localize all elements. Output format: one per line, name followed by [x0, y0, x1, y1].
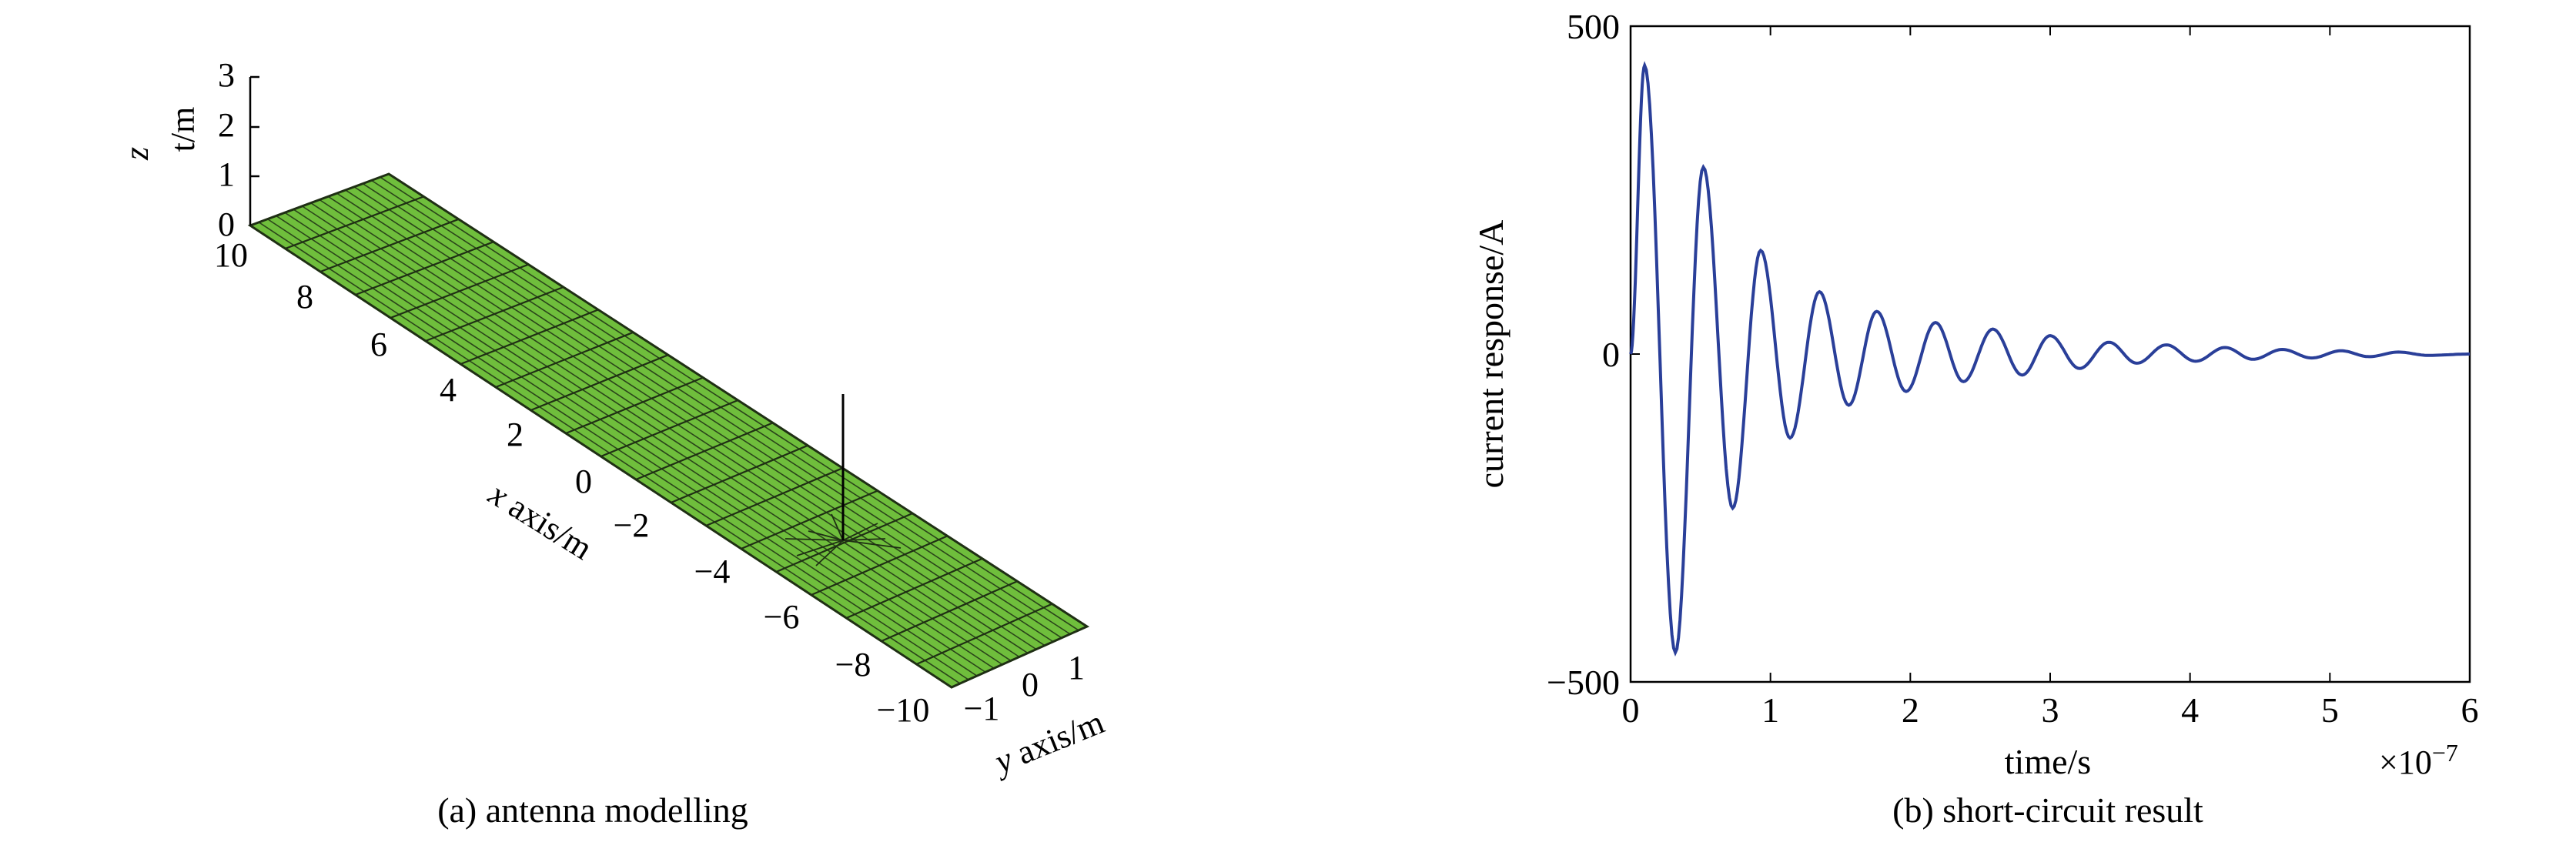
feed-mesh-line — [796, 540, 844, 556]
z-tick-label: 1 — [218, 155, 235, 193]
ground-plate — [247, 172, 1090, 689]
mesh-line — [460, 309, 599, 366]
z-axis: 3 2 1 0 z t/m — [118, 56, 259, 243]
mesh-line — [601, 399, 738, 458]
z-tick-label: 3 — [218, 56, 235, 94]
x-axis-label: time/s — [2005, 742, 2091, 781]
mesh-line — [285, 195, 424, 250]
z-axis-unit-label: t/m — [164, 107, 202, 152]
x-tick-label: 5 — [2321, 690, 2339, 730]
mesh-line — [530, 354, 669, 412]
feed-mesh-line — [842, 523, 878, 541]
x-tick-label: 4 — [440, 371, 457, 409]
x-axis-multiplier: ×10−7 — [2379, 739, 2458, 781]
x-tick-label: 1 — [1761, 690, 1779, 730]
x-tick-label: 6 — [370, 326, 387, 363]
x-tick-label: −4 — [694, 553, 731, 590]
mesh-line — [390, 263, 529, 319]
z-tick-label: 2 — [218, 106, 235, 144]
x-tick-label: −2 — [614, 506, 650, 544]
caption-a: (a) antenna modelling — [437, 790, 748, 830]
x-tick-label: 4 — [2181, 690, 2199, 730]
plate-surface — [247, 172, 1090, 689]
y-axis: 500 0 −500 — [1547, 7, 2470, 702]
feed-mesh-line — [808, 530, 844, 541]
mesh-line — [635, 422, 774, 481]
mesh-line — [881, 580, 1018, 643]
feed-point-mesh — [785, 513, 902, 566]
feed-mesh-line — [842, 540, 902, 549]
x-tick-label: 2 — [1902, 690, 1919, 730]
x-tick-label: 8 — [296, 278, 313, 316]
feed-mesh-line — [831, 513, 844, 541]
mesh-line — [495, 331, 634, 389]
z-tick-label: 0 — [218, 205, 235, 243]
mesh-line — [565, 376, 704, 435]
current-response-line — [1629, 61, 2470, 657]
mesh-line — [705, 467, 843, 527]
z-axis-label: z — [118, 147, 156, 161]
x-tick-label: 0 — [575, 463, 592, 500]
caption-b: (b) short-circuit result — [1892, 790, 2203, 830]
y-tick-label: 0 — [1022, 666, 1039, 703]
mesh-line — [775, 512, 913, 573]
mesh-line — [671, 444, 808, 504]
y-axis-label: current response/A — [1471, 220, 1510, 489]
x-tick-label: 2 — [507, 416, 524, 453]
x-tick-label: 0 — [1622, 690, 1640, 730]
x-tick-label: −10 — [877, 691, 930, 729]
mesh-line — [425, 286, 564, 342]
mesh-line — [811, 535, 948, 596]
mesh-line — [916, 603, 1053, 666]
plate-mesh — [258, 176, 1079, 684]
mesh-line — [355, 241, 494, 296]
y-tick-label: 1 — [1068, 649, 1085, 687]
x-tick-label: −6 — [764, 598, 800, 636]
feed-mesh-line — [815, 540, 844, 566]
x-tick-label: 3 — [2042, 690, 2059, 730]
y-tick-label: 500 — [1567, 7, 1620, 46]
x-tick-label: 6 — [2461, 690, 2479, 730]
y-tick-label: −500 — [1547, 663, 1620, 702]
plot-area — [1629, 25, 2471, 683]
x-axis: 0 1 2 3 4 5 6 — [1622, 26, 2479, 730]
y-tick-label: −1 — [964, 690, 1000, 727]
antenna-model-panel: 3 2 1 0 z t/m 10 8 6 4 2 0 −2 −4 −6 −8 −… — [118, 56, 1109, 830]
x-tick-label: 10 — [214, 236, 248, 274]
mesh-line — [741, 489, 878, 550]
feed-mesh-line — [842, 538, 886, 541]
mesh-line — [845, 557, 983, 620]
y-axis-label: y axis/m — [987, 703, 1109, 781]
feed-mesh-line — [785, 538, 844, 541]
mesh-line — [319, 218, 460, 273]
y-tick-label: 0 — [1602, 335, 1620, 374]
x-tick-label: −8 — [835, 646, 871, 683]
